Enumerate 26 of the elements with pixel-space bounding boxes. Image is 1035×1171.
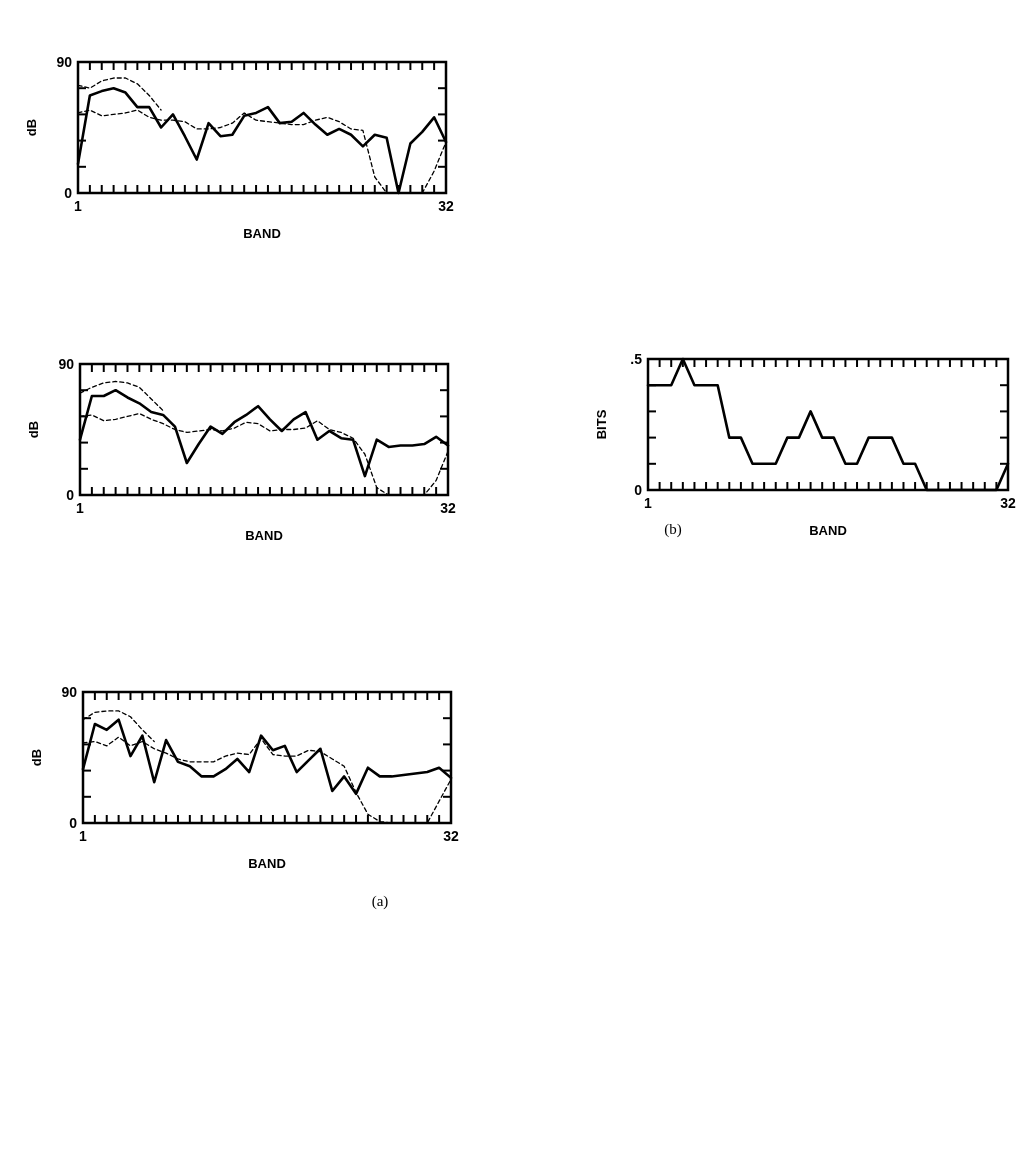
x-tick-label: 1 (79, 828, 88, 844)
y-tick-label: 0 (634, 482, 643, 498)
x-tick-label: 1 (76, 500, 85, 516)
x-tick-label: 32 (1000, 495, 1016, 511)
y-axis-title: dB (26, 420, 41, 439)
x-tick-label: 1 (644, 495, 653, 511)
x-axis-title: BAND (809, 523, 847, 538)
y-axis-title: BITS (594, 409, 609, 440)
y-tick-label: 90 (58, 356, 75, 372)
text: (b) (664, 521, 682, 538)
x-axis-title: BAND (245, 528, 283, 543)
x-tick-label: 1 (74, 198, 83, 214)
y-axis-title: dB (29, 748, 44, 767)
x-axis-title: BAND (243, 226, 281, 241)
y-axis-title: dB (24, 118, 39, 137)
y-tick-label: .5 (630, 351, 643, 367)
x-tick-label: 32 (438, 198, 454, 214)
x-tick-label: 32 (440, 500, 456, 516)
y-tick-label: 90 (56, 54, 73, 70)
y-tick-label: 0 (66, 487, 75, 503)
y-tick-label: 0 (69, 815, 78, 831)
text: (a) (371, 893, 389, 910)
x-tick-label: 32 (443, 828, 459, 844)
x-axis-title: BAND (248, 856, 286, 871)
y-tick-label: 90 (61, 684, 78, 700)
y-tick-label: 0 (64, 185, 73, 201)
